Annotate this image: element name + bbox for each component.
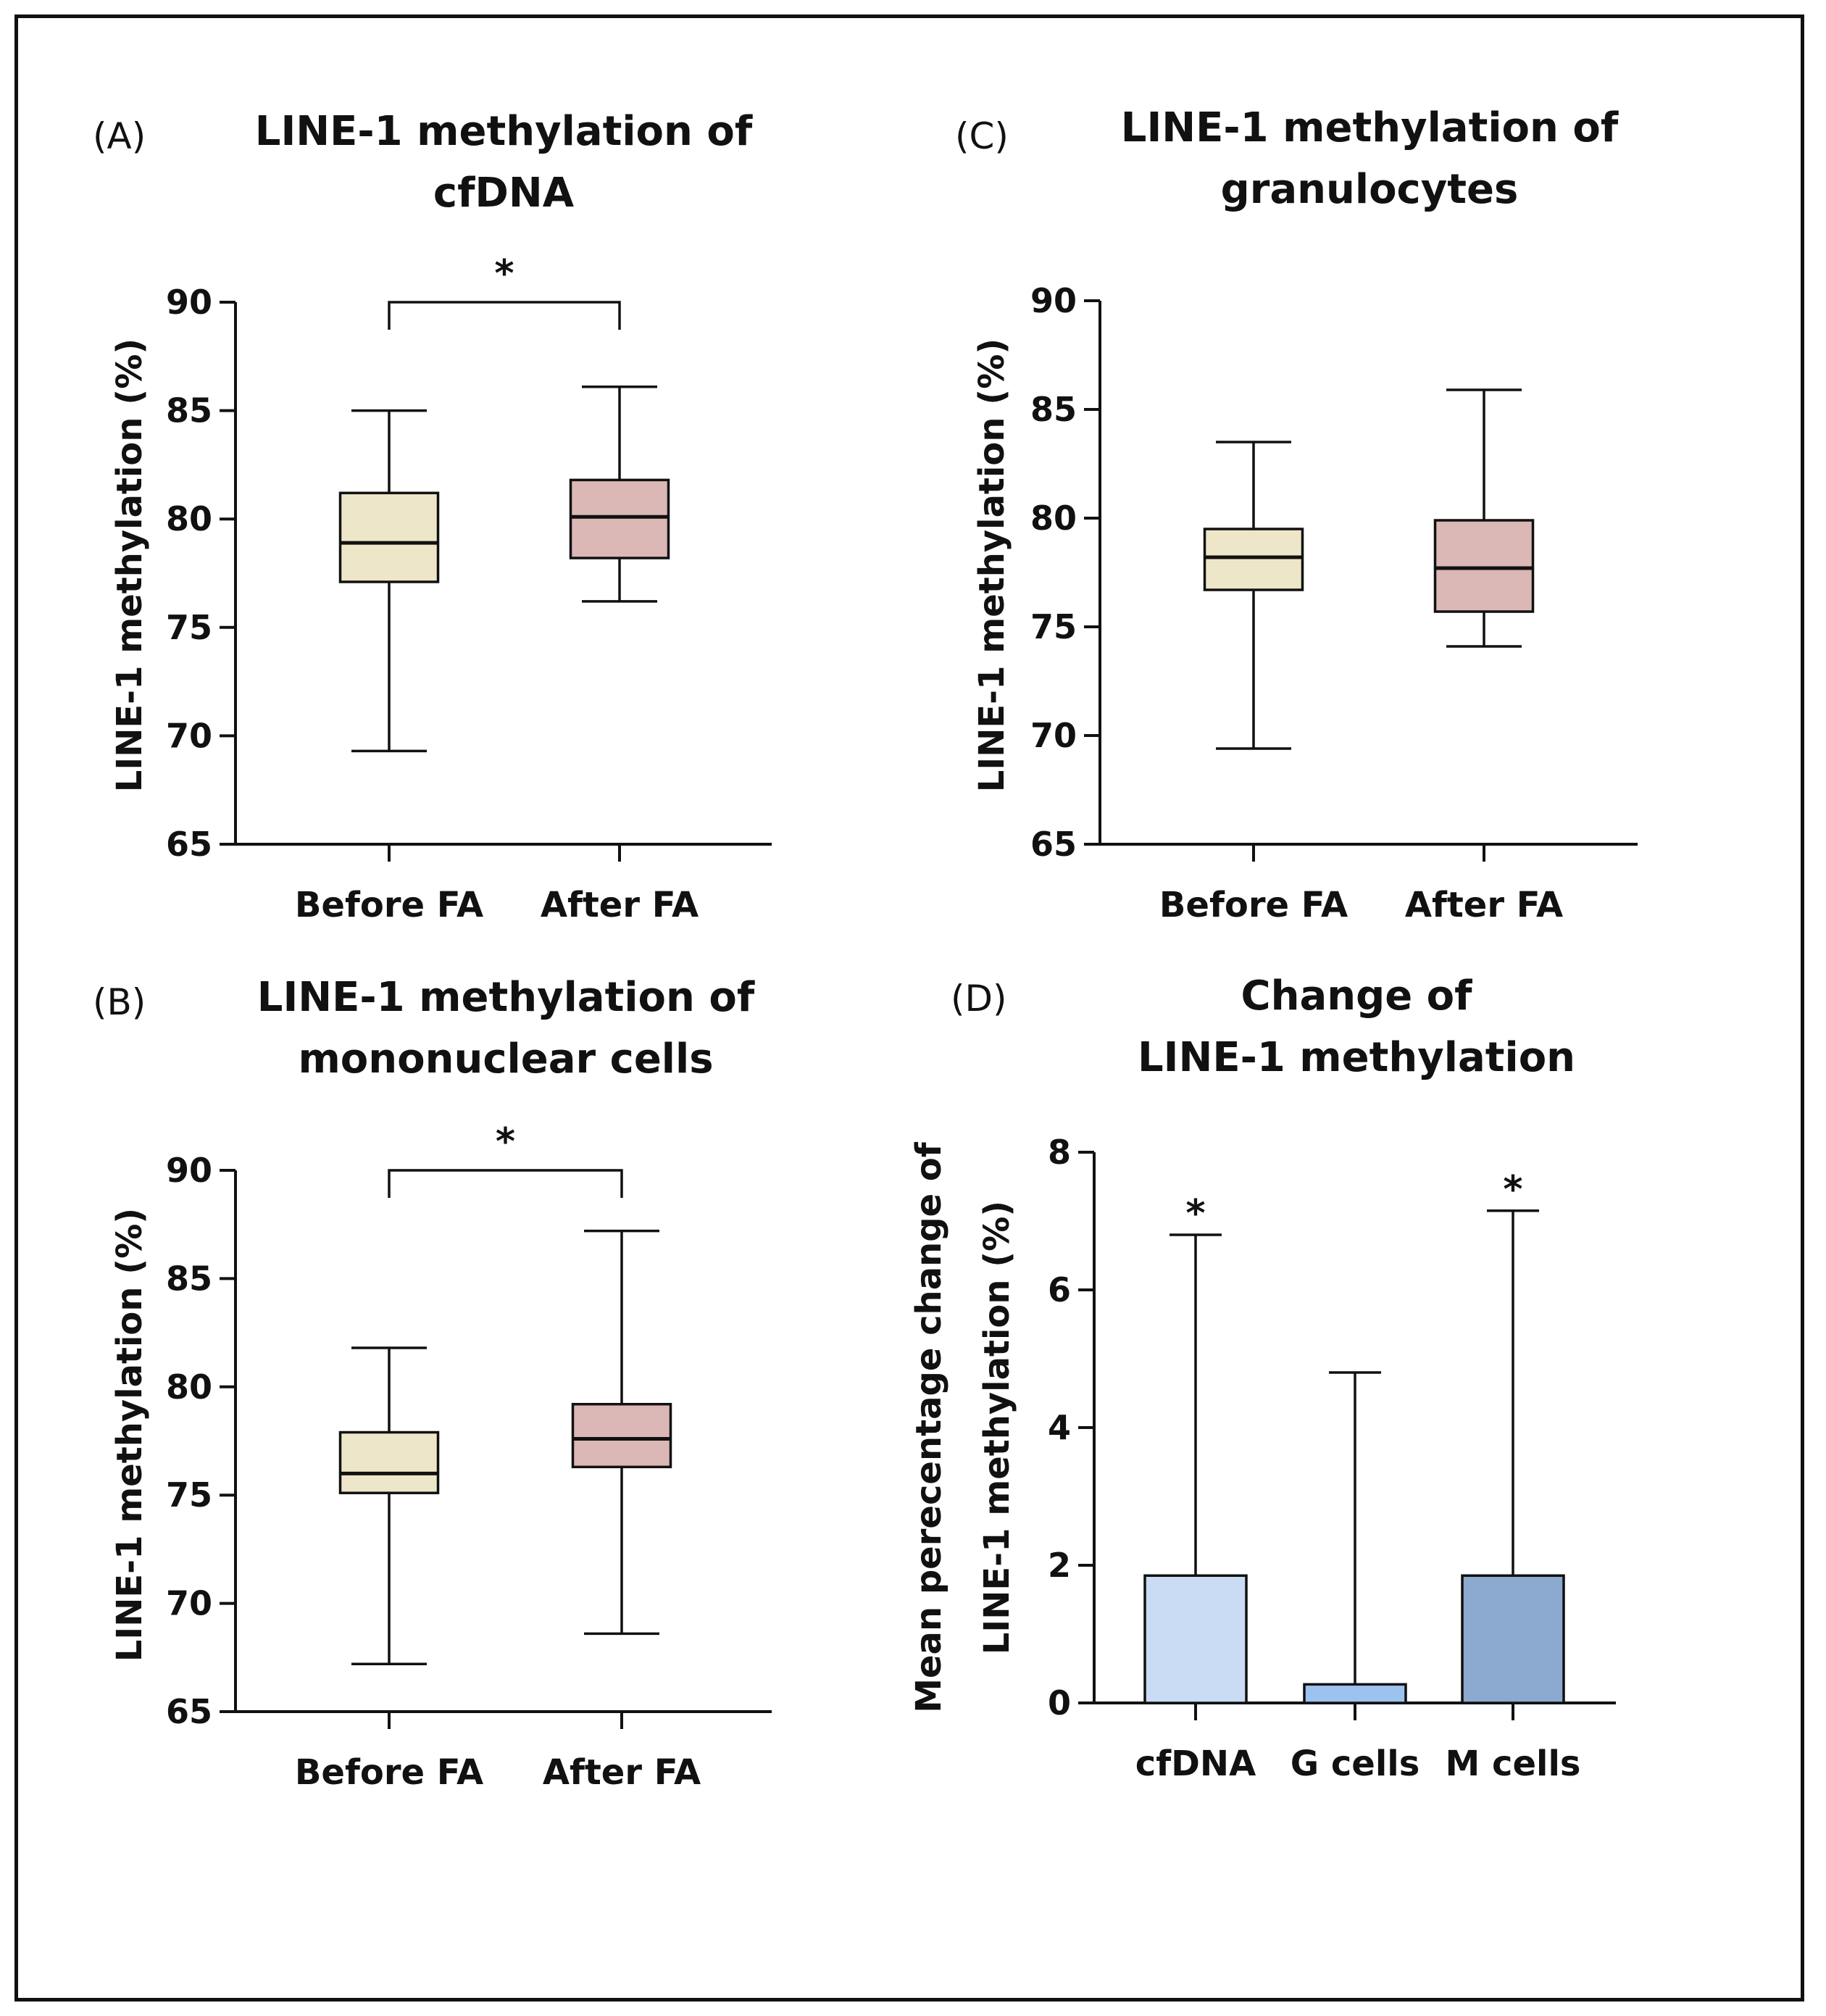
x-tick-label: Before FA <box>1159 885 1348 925</box>
y-tick-label: 65 <box>1030 825 1077 864</box>
box-iqr <box>571 1402 672 1469</box>
panel-a: (A) LINE-1 methylation of cfDNA LINE-1 meth… <box>93 108 772 925</box>
box-iqr <box>338 1430 440 1494</box>
chart-title: mononuclear cells <box>298 1036 713 1083</box>
panel-label: (A) <box>93 115 146 157</box>
chart-title: LINE-1 methylation of <box>1121 104 1619 151</box>
y-tick-label: 75 <box>1030 607 1077 646</box>
y-axis-label: LINE-1 methylation (%) <box>977 1201 1017 1654</box>
y-tick-label: 90 <box>166 283 212 322</box>
y-tick-label: 75 <box>166 1475 212 1515</box>
x-tick-label: After FA <box>543 1752 701 1793</box>
panel-label: (B) <box>93 981 146 1023</box>
chart-title: granulocytes <box>1221 166 1519 213</box>
significance-star: * <box>1503 1168 1522 1212</box>
figure-frame <box>14 14 1804 2002</box>
chart-title: Change of <box>1241 972 1472 1020</box>
panel-d: (D) Change of LINE-1 methylation Mean perec… <box>909 972 1616 1784</box>
y-tick-label: 70 <box>166 1584 212 1623</box>
panel-c: (C) LINE-1 methylation of granulocytes LINE… <box>955 104 1638 925</box>
y-axis-label: LINE-1 methylation (%) <box>109 338 150 792</box>
y-tick-label: 65 <box>166 825 212 864</box>
chart-title: cfDNA <box>433 170 575 217</box>
chart-title: LINE-1 methylation of <box>255 108 753 155</box>
y-tick-label: 80 <box>166 499 212 538</box>
box-iqr <box>1203 528 1304 591</box>
significance-bracket <box>388 1169 623 1198</box>
panel-label: (D) <box>951 978 1007 1020</box>
y-axis-label: Mean perecentage change of <box>909 1141 949 1713</box>
x-tick-label: cfDNA <box>1135 1744 1256 1784</box>
y-tick-label: 65 <box>166 1692 212 1731</box>
y-tick-label: 80 <box>1030 499 1077 538</box>
y-tick-label: 90 <box>166 1151 212 1190</box>
y-tick-label: 6 <box>1048 1270 1071 1309</box>
box-iqr <box>338 491 440 583</box>
significance-star: * <box>1185 1192 1205 1236</box>
chart-title: LINE-1 methylation of <box>257 974 755 1021</box>
y-tick-label: 70 <box>166 716 212 755</box>
y-tick-label: 8 <box>1048 1133 1071 1172</box>
significance-bracket <box>388 301 621 330</box>
y-axis-label: LINE-1 methylation (%) <box>972 338 1012 792</box>
x-tick-label: After FA <box>541 885 699 925</box>
y-tick-label: 85 <box>166 1259 212 1298</box>
panel-label: (C) <box>955 115 1009 157</box>
chart-title: LINE-1 methylation <box>1138 1034 1575 1081</box>
x-tick-label: G cells <box>1291 1744 1420 1784</box>
box-iqr <box>569 478 670 559</box>
bar <box>1143 1574 1248 1704</box>
y-tick-label: 85 <box>166 391 212 430</box>
y-tick-label: 4 <box>1048 1408 1071 1447</box>
significance-star: * <box>494 252 514 296</box>
significance-star: * <box>496 1120 515 1164</box>
y-tick-label: 70 <box>1030 716 1077 755</box>
y-axis-label: LINE-1 methylation (%) <box>109 1208 150 1662</box>
box-iqr <box>1433 519 1535 613</box>
bar <box>1303 1683 1407 1704</box>
bar <box>1461 1574 1565 1704</box>
y-tick-label: 80 <box>166 1367 212 1407</box>
y-tick-label: 0 <box>1048 1683 1071 1723</box>
y-tick-label: 75 <box>166 608 212 647</box>
y-tick-label: 90 <box>1030 281 1077 320</box>
panel-b: (B) LINE-1 methylation of mononuclear cell… <box>93 974 772 1793</box>
x-tick-label: M cells <box>1446 1744 1581 1784</box>
y-tick-label: 2 <box>1048 1546 1071 1585</box>
x-tick-label: Before FA <box>295 1752 483 1793</box>
x-tick-label: After FA <box>1405 885 1563 925</box>
y-tick-label: 85 <box>1030 390 1077 429</box>
x-tick-label: Before FA <box>295 885 483 925</box>
